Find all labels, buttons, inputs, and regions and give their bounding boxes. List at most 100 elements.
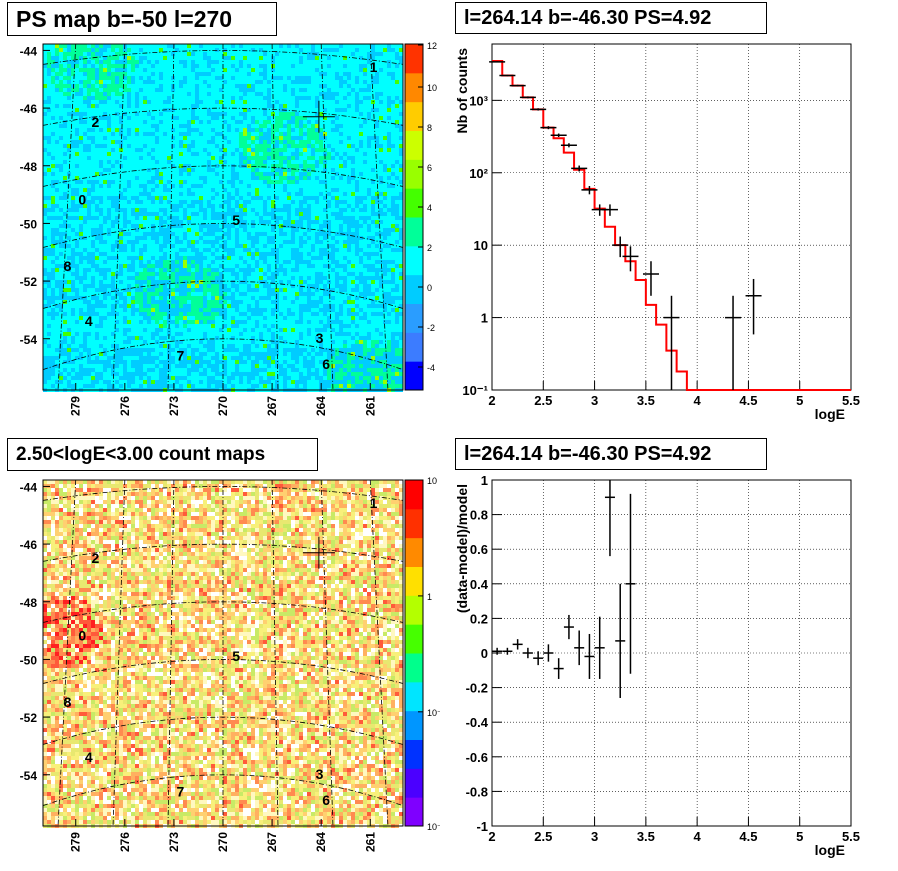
map-pixel — [379, 100, 383, 104]
map-pixel — [359, 196, 363, 200]
map-pixel — [63, 160, 67, 164]
map-pixel — [343, 200, 347, 204]
map-pixel — [255, 148, 259, 152]
map-pixel — [319, 176, 323, 180]
map-pixel — [175, 144, 179, 148]
map-pixel — [195, 156, 199, 160]
map-pixel — [219, 108, 223, 112]
map-pixel — [59, 244, 63, 248]
map-pixel — [235, 52, 239, 56]
map-pixel — [235, 100, 239, 104]
map-pixel — [211, 216, 215, 220]
map-pixel — [235, 140, 239, 144]
map-pixel — [207, 148, 211, 152]
map-pixel — [303, 48, 307, 52]
map-pixel — [171, 108, 175, 112]
map-pixel — [159, 168, 163, 172]
map-pixel — [355, 176, 359, 180]
map-pixel — [307, 236, 311, 240]
map-pixel — [231, 76, 235, 80]
map-pixel — [187, 228, 191, 232]
map-pixel — [267, 208, 271, 212]
map-pixel — [315, 256, 319, 260]
map-pixel — [167, 196, 171, 200]
map-pixel — [99, 116, 103, 120]
map-pixel — [315, 96, 319, 100]
map-pixel — [199, 112, 203, 116]
map-pixel — [159, 152, 163, 156]
map-pixel — [91, 140, 95, 144]
map-pixel — [383, 68, 387, 72]
map-pixel — [275, 88, 279, 92]
map-pixel — [75, 60, 79, 64]
map-pixel — [255, 248, 259, 252]
map-pixel — [203, 132, 207, 136]
map-pixel — [63, 264, 67, 268]
map-pixel — [319, 100, 323, 104]
map-pixel — [391, 216, 395, 220]
map-pixel — [159, 132, 163, 136]
map-pixel — [363, 80, 367, 84]
map-pixel — [87, 240, 91, 244]
map-pixel — [391, 196, 395, 200]
map-pixel — [335, 208, 339, 212]
map-pixel — [95, 212, 99, 216]
map-pixel — [243, 260, 247, 264]
map-pixel — [343, 116, 347, 120]
map-pixel — [159, 64, 163, 68]
map-pixel — [243, 232, 247, 236]
map-pixel — [231, 132, 235, 136]
map-pixel — [267, 56, 271, 60]
map-pixel — [315, 240, 319, 244]
map-pixel — [263, 92, 267, 96]
map-pixel — [383, 44, 387, 48]
map-pixel — [235, 196, 239, 200]
map-pixel — [83, 56, 87, 60]
map-pixel — [171, 140, 175, 144]
map-pixel — [203, 172, 207, 176]
map-pixel — [251, 240, 255, 244]
map-pixel — [67, 236, 71, 240]
map-pixel — [183, 228, 187, 232]
map-pixel — [247, 180, 251, 184]
map-pixel — [187, 236, 191, 240]
map-pixel — [55, 116, 59, 120]
map-pixel — [331, 172, 335, 176]
map-pixel — [363, 172, 367, 176]
map-pixel — [295, 92, 299, 96]
map-pixel — [343, 112, 347, 116]
map-pixel — [127, 84, 131, 88]
map-pixel — [71, 200, 75, 204]
map-pixel — [271, 148, 275, 152]
map-pixel — [307, 72, 311, 76]
map-pixel — [135, 264, 139, 268]
map-pixel — [79, 208, 83, 212]
map-pixel — [159, 216, 163, 220]
map-pixel — [267, 204, 271, 208]
map-pixel — [187, 224, 191, 228]
map-pixel — [223, 120, 227, 124]
map-pixel — [175, 204, 179, 208]
map-pixel — [391, 124, 395, 128]
map-pixel — [399, 164, 403, 168]
map-pixel — [267, 192, 271, 196]
map-pixel — [151, 156, 155, 160]
map-pixel — [55, 88, 59, 92]
map-pixel — [283, 140, 287, 144]
map-pixel — [235, 64, 239, 68]
map-pixel — [347, 92, 351, 96]
map-pixel — [179, 112, 183, 116]
map-pixel — [87, 260, 91, 264]
map-pixel — [199, 160, 203, 164]
map-pixel — [91, 120, 95, 124]
map-pixel — [115, 188, 119, 192]
map-pixel — [267, 136, 271, 140]
map-pixel — [395, 260, 399, 264]
map-pixel — [175, 168, 179, 172]
map-pixel — [215, 224, 219, 228]
map-pixel — [83, 252, 87, 256]
map-pixel — [119, 160, 123, 164]
map-pixel — [63, 108, 67, 112]
map-pixel — [43, 112, 47, 116]
map-pixel — [175, 60, 179, 64]
